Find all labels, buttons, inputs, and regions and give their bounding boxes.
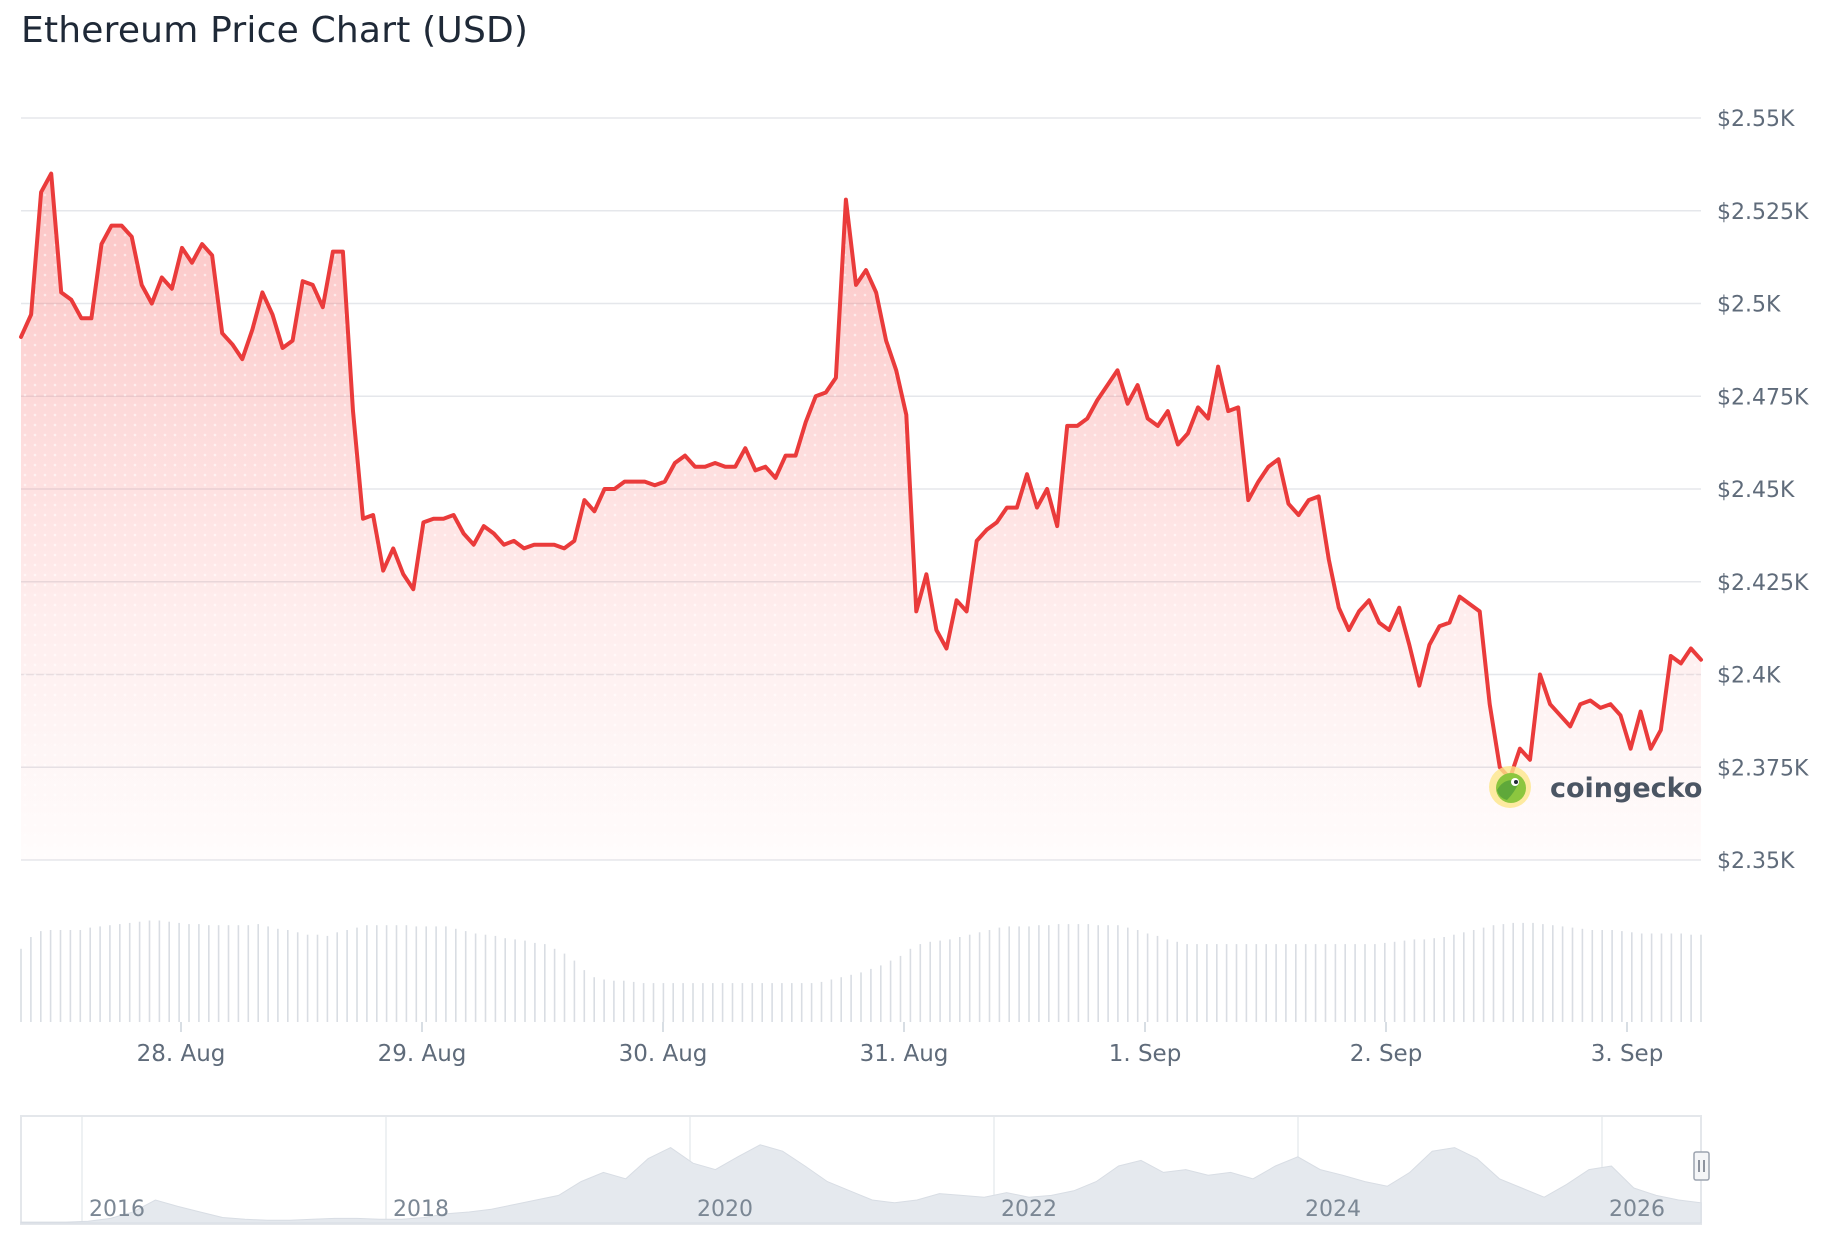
navigator-tick-label: 2024 [1305, 1197, 1361, 1222]
y-tick-label: $2.55K [1717, 107, 1795, 132]
navigator-tick-label: 2026 [1609, 1197, 1665, 1222]
y-tick-label: $2.375K [1717, 756, 1809, 781]
x-tick-label: 2. Sep [1350, 1041, 1423, 1067]
price-line-group[interactable] [19, 171, 1703, 781]
navigator-tick-label: 2016 [89, 1197, 145, 1222]
y-tick-label: $2.475K [1717, 385, 1809, 410]
navigator-handle[interactable] [1693, 1151, 1710, 1181]
x-tick-label: 29. Aug [378, 1041, 467, 1067]
watermark: coingecko [1489, 766, 1702, 808]
chart-title: Ethereum Price Chart (USD) [21, 10, 529, 51]
y-tick-label: $2.5K [1717, 293, 1781, 318]
y-tick-label: $2.525K [1717, 200, 1809, 225]
navigator-tick-label: 2022 [1001, 1197, 1057, 1222]
y-tick-label: $2.4K [1717, 664, 1781, 689]
x-tick-label: 1. Sep [1109, 1041, 1182, 1067]
price-area [21, 173, 1701, 860]
navigator-tick-label: 2020 [697, 1197, 753, 1222]
navigator[interactable]: 2016 2018 2020 2022 2024 2026 [20, 1115, 1710, 1225]
y-tick-label: $2.35K [1717, 849, 1795, 874]
navigator-area [20, 1144, 1702, 1224]
volume-bars [20, 920, 1702, 1022]
x-axis-labels: 28. Aug 29. Aug 30. Aug 31. Aug 1. Sep 2. Sep… [137, 1022, 1664, 1067]
y-tick-label: $2.425K [1717, 571, 1809, 596]
gecko-logo-icon [1489, 766, 1531, 808]
y-tick-label: $2.45K [1717, 478, 1795, 503]
x-tick-label: 28. Aug [137, 1041, 226, 1067]
x-tick-label: 3. Sep [1591, 1041, 1664, 1067]
x-tick-label: 30. Aug [619, 1041, 708, 1067]
navigator-axis-labels: 2016 2018 2020 2022 2024 2026 [89, 1197, 1665, 1222]
y-axis-labels: $2.55K $2.525K $2.5K $2.475K $2.45K $2.425K $2… [1717, 107, 1809, 874]
price-area-texture [21, 173, 1701, 860]
price-line[interactable] [19, 171, 1703, 781]
watermark-text: coingecko [1550, 773, 1702, 804]
navigator-tick-label: 2018 [393, 1197, 449, 1222]
x-tick-label: 31. Aug [860, 1041, 949, 1067]
